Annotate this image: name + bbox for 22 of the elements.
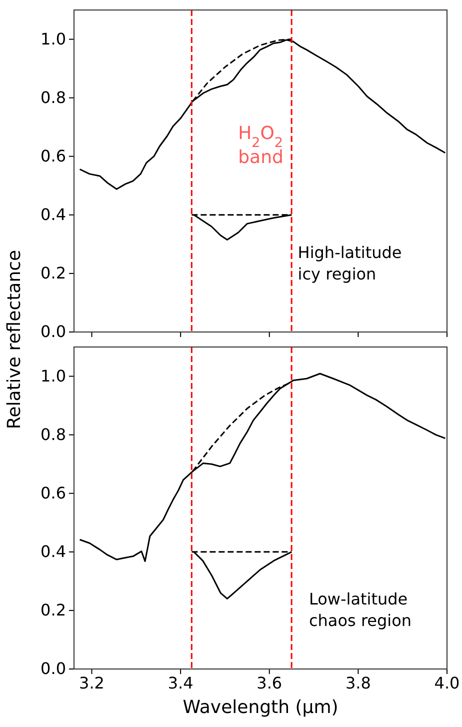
y-tick-label: 0.8 <box>40 424 66 444</box>
x-tick-label: 3.8 <box>345 673 371 692</box>
y-tick-label: 0.0 <box>40 659 66 678</box>
x-tick-label: 3.2 <box>79 673 104 692</box>
y-tick-label: 0.6 <box>40 483 66 502</box>
y-tick-label: 0.2 <box>40 264 66 283</box>
annotation: H$_{2}$O$_{2}$ band <box>238 122 284 168</box>
y-tick-label: 0.4 <box>40 542 66 562</box>
annotation: Low-latitude chaos region <box>308 590 412 630</box>
y-tick-label: 1.0 <box>40 29 66 48</box>
y-tick-label: 0.0 <box>40 322 66 342</box>
y-tick-label: 0.4 <box>40 205 66 224</box>
x-tick-label: 4.0 <box>434 673 460 692</box>
x-tick-label: 3.6 <box>256 673 282 692</box>
annotation: High-latitude icy region <box>298 242 402 284</box>
x-tick-label: 3.4 <box>168 673 194 692</box>
y-axis-title: Relative reflectance <box>4 250 25 430</box>
y-tick-label: 0.2 <box>40 600 66 620</box>
y-tick-label: 1.0 <box>40 366 66 386</box>
y-tick-label: 0.6 <box>40 146 66 166</box>
x-axis-title: Wavelength (μm) <box>182 697 338 718</box>
y-tick-label: 0.8 <box>40 88 66 107</box>
